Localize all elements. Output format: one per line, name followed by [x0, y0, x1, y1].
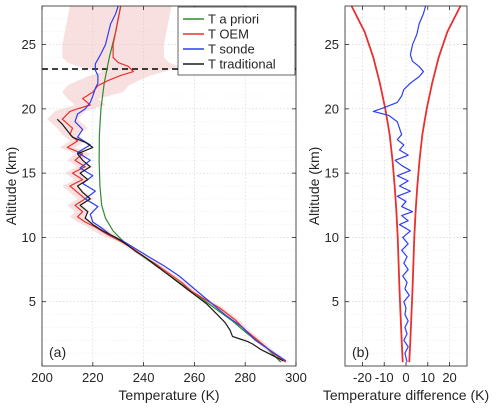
legend-entry: T sonde: [208, 42, 255, 57]
y-tick-label: 10: [22, 230, 36, 245]
x-tick-label: 10: [421, 370, 435, 385]
oem-uncertainty-band: [47, 6, 290, 363]
y-axis-label: Altitude (km): [306, 147, 322, 226]
y-tick-label: 5: [332, 294, 339, 309]
x-tick-label: -20: [353, 370, 372, 385]
x-axis-label: Temperature (K): [118, 387, 219, 403]
y-tick-label: 20: [325, 101, 339, 116]
x-tick-label: -10: [375, 370, 394, 385]
t-a-priori-line: [98, 5, 282, 363]
y-tick-label: 5: [29, 294, 36, 309]
x-tick-label: 260: [184, 370, 206, 385]
x-tick-label: 300: [285, 370, 307, 385]
y-tick-label: 25: [22, 37, 36, 52]
legend-entry: T OEM: [208, 27, 249, 42]
uncertainty-envelope-left: [350, 5, 404, 363]
y-tick-label: 15: [325, 166, 339, 181]
x-tick-label: 280: [234, 370, 256, 385]
x-tick-label: 20: [442, 370, 456, 385]
uncertainty-envelope-right: [408, 5, 462, 363]
y-tick-label: 25: [325, 37, 339, 52]
legend-entry: T a priori: [208, 12, 259, 27]
x-tick-label: 220: [82, 370, 104, 385]
y-tick-label: 20: [22, 101, 36, 116]
panel-label: (a): [49, 344, 66, 360]
x-axis-label: Temperature difference (K): [323, 387, 489, 403]
t-traditional-line: [56, 118, 284, 362]
panel-a: 200 220 240 260 280 300 5 10 15 20 25 Temperature (…: [3, 5, 307, 403]
x-tick-label: 240: [133, 370, 155, 385]
legend-entry: T traditional: [208, 57, 276, 72]
panel-label: (b): [352, 344, 369, 360]
axes-frame: [41, 5, 297, 367]
difference-line: [372, 5, 427, 363]
y-axis-label: Altitude (km): [3, 147, 19, 226]
t-sonde-line: [74, 5, 287, 362]
x-tick-label: 200: [31, 370, 53, 385]
panel-b: -20 -10 0 10 20 5 10 15 20 25 Temperature differen…: [306, 5, 489, 403]
x-tick-label: 0: [402, 370, 409, 385]
y-tick-label: 15: [22, 166, 36, 181]
t-oem-line: [61, 5, 287, 363]
y-tick-label: 10: [325, 230, 339, 245]
